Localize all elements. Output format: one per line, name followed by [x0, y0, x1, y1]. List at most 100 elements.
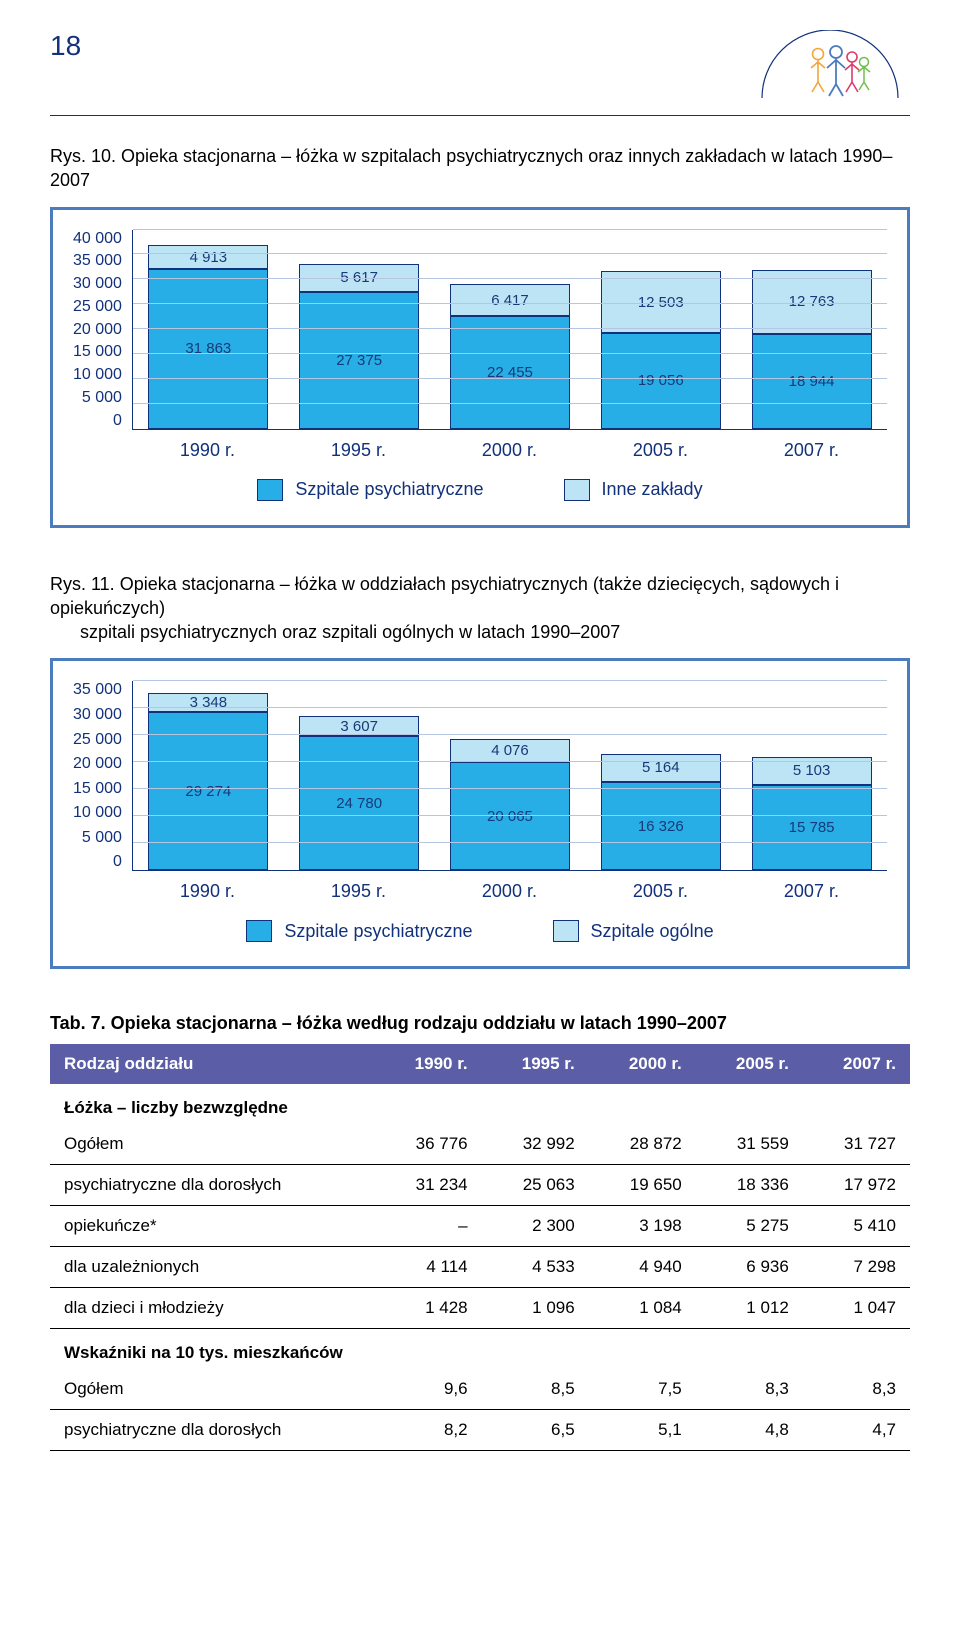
table-row: Ogółem9,68,57,58,38,3	[50, 1369, 910, 1410]
chart1-caption: Rys. 10. Opieka stacjonarna – łóżka w sz…	[50, 144, 910, 193]
y-tick: 25 000	[73, 731, 122, 749]
bar-segment-light: 12 503	[601, 271, 721, 334]
table-cell: 17 972	[803, 1165, 910, 1206]
header-logo	[760, 30, 900, 105]
chart2-plot: 3 34829 2743 60724 7804 07620 0655 16416…	[132, 681, 887, 871]
bar-segment-light: 12 763	[752, 270, 872, 334]
table-header-cell: Rodzaj oddziału	[50, 1044, 375, 1084]
table-header-cell: 2005 r.	[696, 1044, 803, 1084]
bar-segment-light: 3 607	[299, 716, 419, 736]
bar-group: 5 10315 785	[752, 757, 872, 870]
header-divider	[50, 115, 910, 116]
table-cell: –	[375, 1206, 482, 1247]
legend-swatch-light	[553, 920, 579, 942]
bar-group: 4 91331 863	[148, 245, 268, 429]
bar-segment-dark: 27 375	[299, 292, 419, 429]
table-cell: 7,5	[589, 1369, 696, 1410]
table-cell: 6,5	[482, 1410, 589, 1451]
table-cell: 4 940	[589, 1247, 696, 1288]
bar-segment-dark: 15 785	[752, 785, 872, 871]
y-tick: 40 000	[73, 230, 122, 248]
bar-group: 12 76318 944	[752, 270, 872, 429]
table-cell: 9,6	[375, 1369, 482, 1410]
table-cell: 4,7	[803, 1410, 910, 1451]
table-cell: 31 234	[375, 1165, 482, 1206]
table-cell: 36 776	[375, 1124, 482, 1165]
table-cell: 1 096	[482, 1288, 589, 1329]
legend-swatch-dark	[246, 920, 272, 942]
table-cell: 1 428	[375, 1288, 482, 1329]
chart2-caption: Rys. 11. Opieka stacjonarna – łóżka w od…	[50, 572, 910, 645]
bar-segment-light: 4 076	[450, 739, 570, 761]
bar-group: 6 41722 455	[450, 284, 570, 428]
table-cell: 6 936	[696, 1247, 803, 1288]
table-cell: 1 047	[803, 1288, 910, 1329]
table-cell: dla uzależnionych	[50, 1247, 375, 1288]
table-cell: 8,2	[375, 1410, 482, 1451]
y-tick: 20 000	[73, 321, 122, 339]
y-tick: 20 000	[73, 755, 122, 773]
bar-segment-dark: 16 326	[601, 782, 721, 871]
bar-segment-dark: 19 056	[601, 333, 721, 428]
legend-swatch-dark	[257, 479, 283, 501]
table-section-row: Łóżka – liczby bezwzględne	[50, 1084, 910, 1124]
y-tick: 30 000	[73, 275, 122, 293]
table-cell: 8,3	[696, 1369, 803, 1410]
table-header-row: Rodzaj oddziału1990 r.1995 r.2000 r.2005…	[50, 1044, 910, 1084]
x-tick: 1990 r.	[180, 440, 235, 461]
table-cell: 2 300	[482, 1206, 589, 1247]
y-tick: 10 000	[73, 804, 122, 822]
table-cell: 25 063	[482, 1165, 589, 1206]
legend-label-light: Inne zakłady	[602, 479, 703, 500]
y-tick: 10 000	[73, 366, 122, 384]
chart2-caption-line2: szpitali psychiatrycznych oraz szpitali …	[50, 622, 620, 642]
table-row: Ogółem36 77632 99228 87231 55931 727	[50, 1124, 910, 1165]
table-cell: 1 084	[589, 1288, 696, 1329]
table-row: psychiatryczne dla dorosłych8,26,55,14,8…	[50, 1410, 910, 1451]
table-header-cell: 2000 r.	[589, 1044, 696, 1084]
chart2: 05 00010 00015 00020 00025 00030 00035 0…	[50, 658, 910, 969]
table-cell: 4 533	[482, 1247, 589, 1288]
page-number: 18	[50, 30, 81, 62]
chart2-legend: Szpitale psychiatryczne Szpitale ogólne	[73, 920, 887, 942]
table-cell: 28 872	[589, 1124, 696, 1165]
x-tick: 2000 r.	[482, 440, 537, 461]
table-title: Tab. 7. Opieka stacjonarna – łóżka wedłu…	[50, 1013, 910, 1034]
bar-group: 5 16416 326	[601, 754, 721, 871]
bar-group: 3 34829 274	[148, 693, 268, 870]
table-header-cell: 2007 r.	[803, 1044, 910, 1084]
bar-group: 5 61727 375	[299, 264, 419, 429]
bar-group: 12 50319 056	[601, 271, 721, 429]
bar-segment-dark: 18 944	[752, 334, 872, 429]
table-cell: 3 198	[589, 1206, 696, 1247]
y-tick: 15 000	[73, 780, 122, 798]
bar-segment-light: 6 417	[450, 284, 570, 316]
chart1-y-axis: 05 00010 00015 00020 00025 00030 00035 0…	[73, 230, 132, 430]
table-cell: 5,1	[589, 1410, 696, 1451]
legend-label-dark: Szpitale psychiatryczne	[284, 921, 472, 942]
bar-segment-dark: 24 780	[299, 736, 419, 871]
x-tick: 2007 r.	[784, 440, 839, 461]
bar-group: 3 60724 780	[299, 716, 419, 870]
table-cell: 18 336	[696, 1165, 803, 1206]
table-cell: dla dzieci i młodzieży	[50, 1288, 375, 1329]
y-tick: 0	[113, 412, 122, 430]
chart1-plot: 4 91331 8635 61727 3756 41722 45512 5031…	[132, 230, 887, 430]
chart2-x-axis: 1990 r.1995 r.2000 r.2005 r.2007 r.	[132, 881, 887, 902]
y-tick: 5 000	[82, 829, 122, 847]
table-cell: Ogółem	[50, 1369, 375, 1410]
table-section-row: Wskaźniki na 10 tys. mieszkańców	[50, 1329, 910, 1370]
table-row: opiekuńcze*–2 3003 1985 2755 410	[50, 1206, 910, 1247]
bar-segment-dark: 22 455	[450, 316, 570, 428]
y-tick: 15 000	[73, 343, 122, 361]
bar-segment-light: 5 164	[601, 754, 721, 782]
y-tick: 5 000	[82, 389, 122, 407]
table-cell: 31 559	[696, 1124, 803, 1165]
table-cell: 19 650	[589, 1165, 696, 1206]
table-cell: opiekuńcze*	[50, 1206, 375, 1247]
legend-swatch-light	[564, 479, 590, 501]
data-table: Rodzaj oddziału1990 r.1995 r.2000 r.2005…	[50, 1044, 910, 1451]
table-cell: 8,3	[803, 1369, 910, 1410]
table-cell: 5 275	[696, 1206, 803, 1247]
table-row: dla uzależnionych4 1144 5334 9406 9367 2…	[50, 1247, 910, 1288]
